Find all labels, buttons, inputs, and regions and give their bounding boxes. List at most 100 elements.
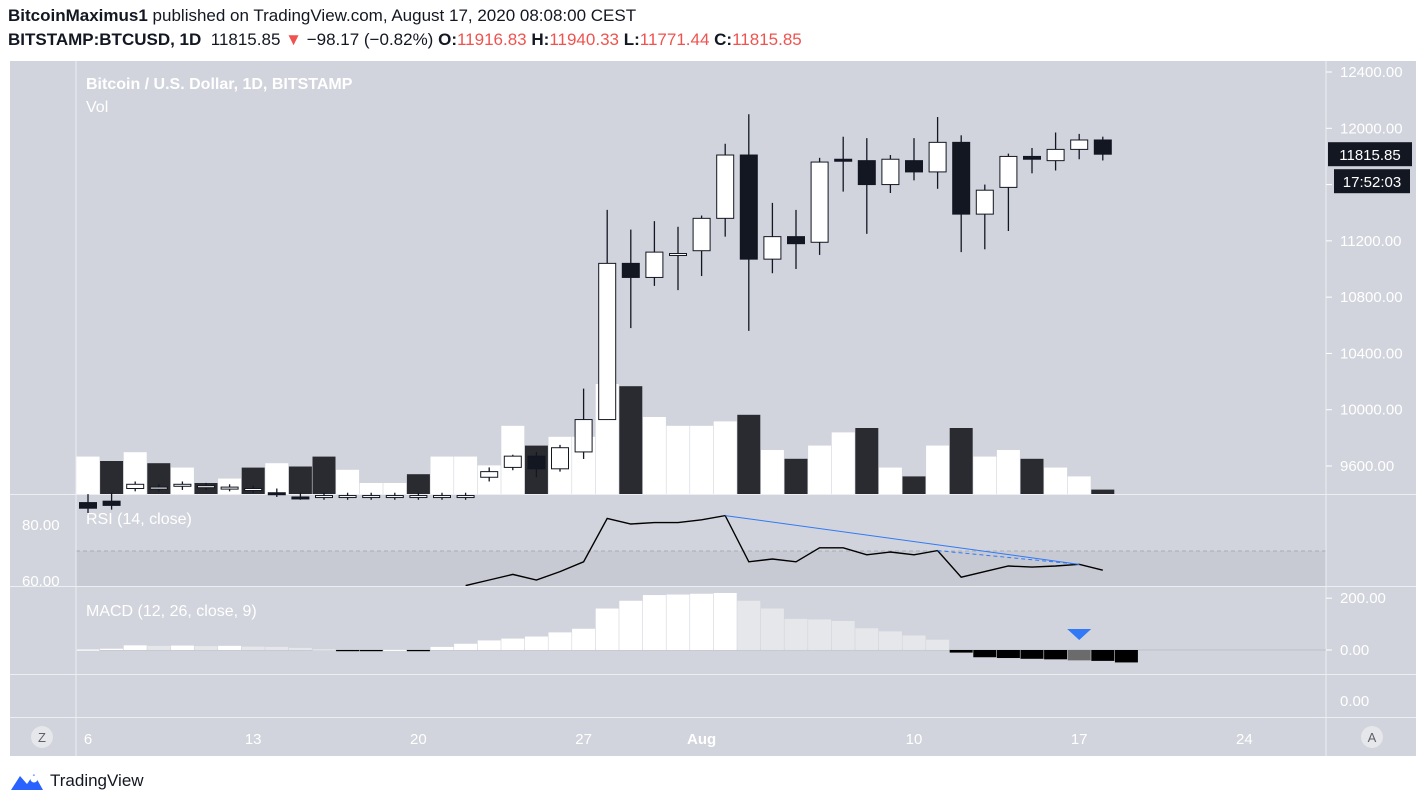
macd-histogram-bar [737, 600, 761, 650]
volume-bar [430, 456, 454, 494]
candle[interactable] [315, 492, 333, 500]
candle[interactable] [669, 226, 687, 291]
candle[interactable] [338, 492, 357, 500]
time-axis[interactable] [10, 718, 1416, 756]
volume-bar [666, 425, 690, 494]
rsi-axis-pane[interactable] [1326, 495, 1416, 586]
candle[interactable] [126, 481, 145, 492]
price-pane[interactable] [10, 61, 1326, 494]
author-name[interactable]: BitcoinMaximus1 [8, 6, 148, 25]
open-label: O: [438, 30, 457, 49]
rsi-band [76, 551, 1326, 586]
candle[interactable] [149, 484, 168, 492]
footer-branding[interactable]: TradingView [10, 770, 144, 792]
countdown-badge [1334, 169, 1410, 194]
candle[interactable] [905, 138, 923, 181]
candle-body [267, 492, 286, 496]
volume-label: Vol [86, 99, 108, 116]
rsi-dashed-trendline[interactable] [937, 550, 1080, 565]
zoom-z-button[interactable]: Z [31, 726, 53, 748]
price-tick-label: 12000.00 [1340, 120, 1403, 137]
volume-bar [760, 450, 784, 494]
tradingview-logo-icon [11, 774, 43, 790]
candle[interactable] [102, 492, 121, 510]
third-axis-pane[interactable] [1326, 675, 1416, 717]
candle[interactable] [503, 454, 522, 471]
candle[interactable] [999, 153, 1018, 232]
candle[interactable] [574, 388, 593, 459]
auto-scale-button[interactable]: A [1361, 726, 1383, 748]
time-tick-label: 20 [410, 731, 427, 748]
candle[interactable] [362, 492, 381, 500]
price-axis-pane[interactable] [1326, 61, 1416, 494]
macd-histogram-bar [406, 650, 430, 652]
candle[interactable] [385, 492, 404, 500]
candle-body [645, 251, 664, 278]
candle[interactable] [1070, 133, 1089, 160]
volume-bar [147, 463, 171, 494]
macd-histogram-bar [855, 628, 879, 650]
candle[interactable] [621, 229, 640, 329]
time-tick-label: 10 [906, 731, 923, 748]
macd-axis-pane[interactable] [1326, 587, 1416, 674]
candle[interactable] [267, 488, 286, 497]
candle[interactable] [928, 117, 947, 189]
candle[interactable] [480, 467, 499, 482]
candle[interactable] [173, 481, 192, 490]
volume-bar [1044, 467, 1068, 494]
macd-histogram-bar [902, 635, 926, 650]
volume-bar [1091, 489, 1115, 494]
candle[interactable] [220, 484, 239, 492]
candle[interactable] [834, 136, 853, 192]
candle[interactable] [763, 202, 782, 274]
candle[interactable] [952, 135, 971, 253]
candle[interactable] [645, 221, 664, 286]
macd-histogram-bar [1067, 650, 1091, 661]
candle-body [220, 486, 239, 490]
candle[interactable] [291, 492, 310, 500]
third-pane[interactable] [10, 675, 1326, 717]
macd-histogram-bar [336, 650, 360, 652]
candle[interactable] [551, 444, 569, 472]
macd-histogram-bar [1044, 650, 1068, 660]
time-tick-label: 17 [1071, 731, 1088, 748]
candle[interactable] [244, 485, 263, 493]
candle[interactable] [433, 492, 451, 500]
chart-canvas[interactable]: 12400.0012000.0011600.0011200.0010800.00… [0, 0, 1426, 760]
volume-bar [855, 428, 879, 494]
candle[interactable] [975, 184, 994, 250]
candle-body [999, 155, 1018, 188]
candle[interactable] [1093, 136, 1112, 161]
candle-body [456, 495, 475, 499]
candle[interactable] [1046, 132, 1065, 171]
candle[interactable] [881, 155, 900, 194]
candle[interactable] [692, 215, 711, 277]
candle[interactable] [527, 451, 546, 478]
candle[interactable] [197, 482, 215, 490]
candle[interactable] [409, 492, 428, 500]
rsi-trendline[interactable] [725, 515, 1080, 565]
macd-histogram-bar [572, 628, 596, 650]
candle[interactable] [787, 209, 805, 269]
candle[interactable] [857, 138, 876, 234]
candle-body [1046, 148, 1065, 162]
candle[interactable] [716, 143, 735, 237]
volume-bar [76, 456, 100, 494]
price-tick-label: 9600.00 [1340, 458, 1394, 475]
macd-histogram-bar [288, 647, 312, 650]
macd-histogram-bar [170, 645, 194, 650]
ohlc-line: BITSTAMP:BTCUSD, 1D 11815.85 ▼ −98.17 (−… [8, 30, 802, 50]
candle[interactable] [1023, 147, 1041, 174]
candle-body [1093, 139, 1112, 155]
macd-histogram-bar [265, 646, 289, 650]
candle[interactable] [810, 157, 829, 255]
candle[interactable] [598, 209, 617, 421]
candle-body [79, 502, 97, 509]
candle[interactable] [456, 492, 475, 500]
macd-tick-label: 0.00 [1340, 642, 1369, 659]
candle[interactable] [739, 114, 758, 331]
down-triangle-marker-icon[interactable] [1067, 629, 1092, 640]
candle-body [598, 262, 617, 421]
candle[interactable] [79, 494, 97, 516]
time-tick-label: 13 [245, 731, 262, 748]
